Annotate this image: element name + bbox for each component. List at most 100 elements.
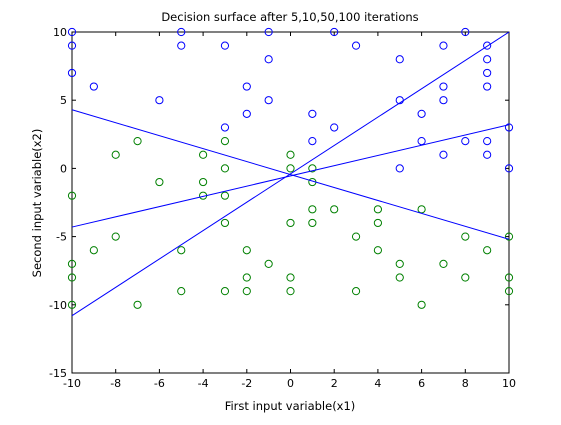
green-circle-point — [67, 259, 77, 268]
blue-circle-point — [220, 123, 230, 132]
green-circle-point — [111, 232, 120, 241]
green-circle-point — [67, 191, 77, 200]
green-circle-point — [373, 218, 382, 228]
green-circle-point — [461, 232, 470, 241]
blue-circle-point — [504, 164, 514, 173]
x-tick-label: 2 — [331, 377, 338, 390]
blue-circle-point — [308, 109, 317, 118]
decision-line — [71, 31, 510, 317]
chart-title: Decision surface after 5,10,50,100 itera… — [161, 10, 418, 24]
blue-circle-point — [155, 96, 164, 105]
green-circle-point — [461, 273, 470, 282]
plot-frame — [71, 31, 510, 374]
green-circle-point — [242, 273, 251, 282]
green-circle-point — [504, 287, 514, 296]
x-tick-label: -10 — [63, 377, 81, 390]
x-tick-label: -8 — [110, 377, 121, 390]
blue-circle-point — [67, 27, 77, 37]
x-tick-label: -6 — [154, 377, 165, 390]
blue-circle-point — [242, 82, 251, 91]
blue-circle-point — [504, 123, 514, 132]
green-circle-point — [177, 246, 186, 255]
x-tick-label: 8 — [462, 377, 469, 390]
blue-circle-point — [483, 150, 492, 159]
blue-circle-point — [264, 27, 273, 37]
green-circle-point — [220, 191, 230, 200]
x-tick-label: 6 — [418, 377, 425, 390]
green-circle-point — [308, 205, 317, 214]
x-tick-label: -4 — [198, 377, 209, 390]
decision-line — [71, 109, 510, 240]
green-circle-point — [439, 259, 448, 268]
blue-circle-point — [395, 55, 404, 64]
blue-circle-point — [330, 27, 339, 37]
green-circle-point — [264, 259, 273, 268]
green-circle-point — [286, 150, 295, 159]
green-circle-point — [199, 150, 208, 159]
blue-circle-point — [89, 82, 98, 91]
x-axis-label: First input variable(x1) — [225, 399, 356, 413]
blue-circle-point — [439, 96, 448, 105]
green-circle-point — [155, 177, 164, 187]
green-circle-point — [504, 273, 514, 282]
blue-circle-point — [483, 55, 492, 64]
blue-circle-point — [483, 137, 492, 146]
blue-circle-point — [461, 137, 470, 146]
green-circle-point — [417, 300, 426, 309]
green-circle-point — [373, 205, 382, 214]
blue-circle-point — [264, 55, 273, 64]
green-circle-point — [351, 287, 361, 296]
green-circle-point — [308, 218, 317, 228]
blue-circle-point — [439, 82, 448, 91]
blue-circle-point — [67, 68, 77, 78]
green-circle-point — [286, 273, 295, 282]
y-tick-label: 5 — [60, 94, 67, 107]
blue-circle-point — [177, 41, 186, 50]
green-circle-point — [67, 300, 77, 309]
decision-line — [71, 124, 510, 228]
blue-circle-point — [242, 109, 251, 118]
green-circle-point — [504, 232, 514, 241]
y-axis-label: Second input variable(x2) — [30, 129, 44, 278]
green-circle-point — [89, 246, 98, 255]
green-circle-point — [111, 150, 120, 159]
y-tick-label: 10 — [53, 26, 67, 39]
blue-circle-point — [330, 123, 339, 132]
blue-circle-point — [395, 164, 404, 173]
green-circle-point — [220, 137, 230, 146]
green-circle-point — [395, 273, 404, 282]
blue-circle-point — [461, 27, 470, 37]
green-circle-point — [286, 164, 295, 173]
green-circle-point — [177, 287, 186, 296]
green-circle-point — [220, 164, 230, 173]
y-tick-label: -5 — [56, 231, 67, 244]
green-circle-point — [351, 232, 361, 241]
blue-circle-point — [483, 41, 492, 50]
green-circle-point — [67, 273, 77, 282]
green-circle-point — [308, 164, 317, 173]
y-tick-label: -15 — [49, 367, 67, 380]
x-tick-label: 4 — [374, 377, 381, 390]
green-circle-point — [133, 137, 142, 146]
blue-circle-point — [439, 150, 448, 159]
blue-circle-point — [177, 27, 186, 37]
green-circle-point — [483, 246, 492, 255]
blue-circle-point — [483, 68, 492, 78]
green-circle-point — [220, 218, 230, 228]
green-circle-point — [199, 177, 208, 187]
y-tick-label: 0 — [60, 162, 67, 175]
green-circle-point — [395, 259, 404, 268]
blue-circle-point — [220, 41, 230, 50]
blue-circle-point — [417, 109, 426, 118]
x-tick-label: 0 — [287, 377, 294, 390]
blue-circle-point — [483, 82, 492, 91]
blue-circle-point — [264, 96, 273, 105]
blue-circle-point — [67, 41, 77, 50]
green-circle-point — [373, 246, 382, 255]
y-tick-label: -10 — [49, 299, 67, 312]
blue-circle-point — [308, 137, 317, 146]
green-circle-point — [242, 246, 251, 255]
green-circle-point — [242, 287, 251, 296]
